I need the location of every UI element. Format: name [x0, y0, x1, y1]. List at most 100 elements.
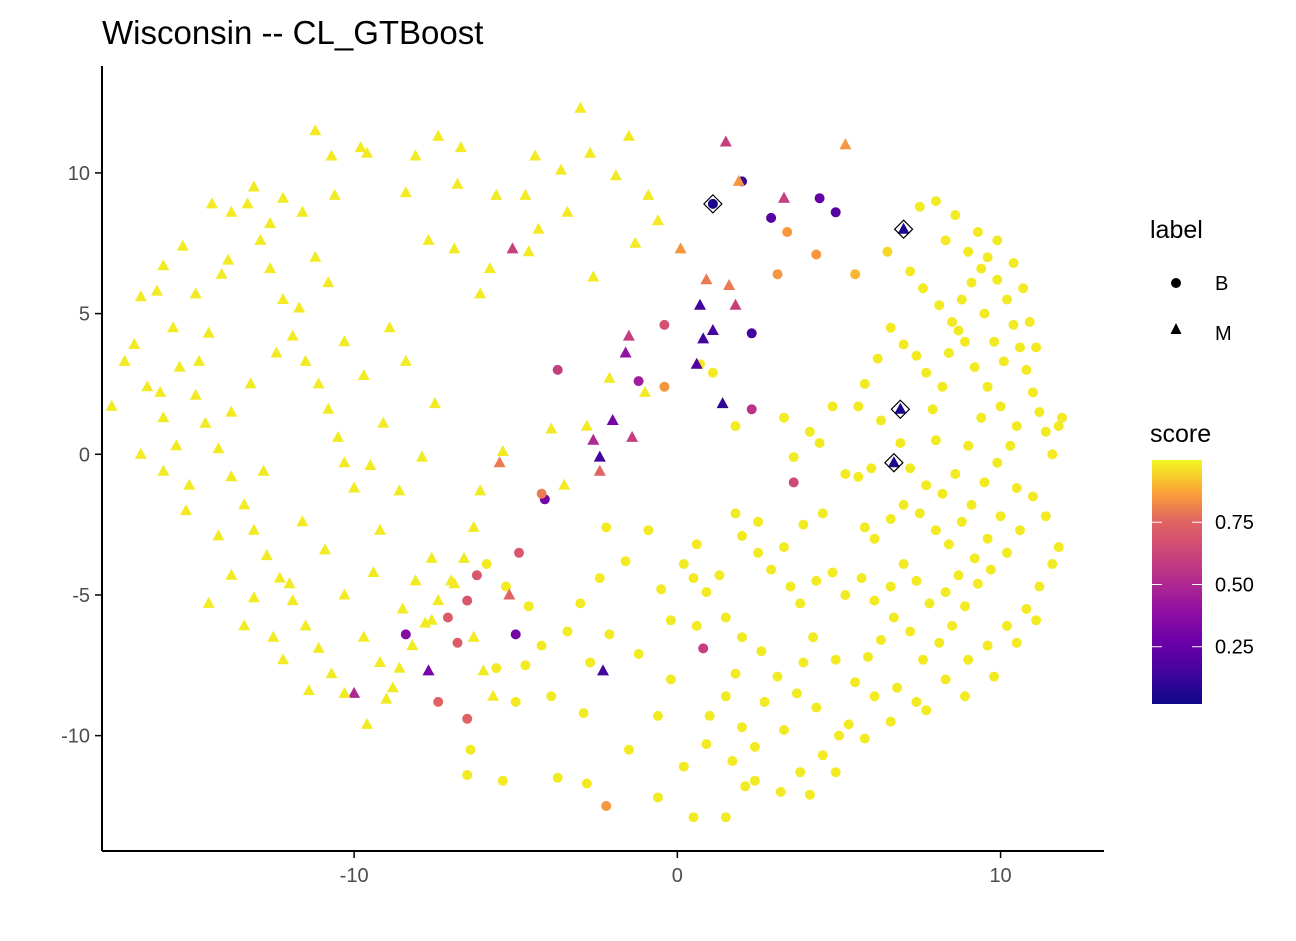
- legend-shape-title: label: [1150, 216, 1203, 244]
- point-benign: [956, 516, 967, 527]
- point-benign: [888, 612, 899, 623]
- point-benign: [972, 578, 983, 589]
- point-malignant: [212, 442, 225, 454]
- point-malignant: [425, 613, 438, 625]
- colorbar: [1152, 460, 1202, 704]
- point-malignant: [474, 484, 487, 496]
- point-benign: [1047, 559, 1058, 569]
- points-layer: [105, 101, 1067, 823]
- point-benign: [779, 412, 789, 423]
- point-malignant: [422, 233, 435, 245]
- point-benign: [930, 525, 941, 536]
- point-benign: [1057, 412, 1067, 423]
- colorbar-tick-label: 0.75: [1215, 512, 1254, 534]
- chart-title: Wisconsin -- CL_GTBoost: [102, 14, 483, 51]
- point-malignant: [587, 270, 600, 282]
- point-malignant: [606, 414, 619, 425]
- point-benign: [982, 533, 993, 544]
- point-benign: [510, 629, 521, 640]
- point-benign: [772, 269, 783, 280]
- point-malignant: [309, 124, 322, 136]
- point-benign: [536, 640, 547, 651]
- point-malignant: [264, 217, 277, 229]
- point-benign: [678, 761, 689, 772]
- point-malignant: [894, 402, 907, 414]
- point-malignant: [839, 138, 852, 150]
- point-malignant: [503, 588, 516, 600]
- point-benign: [1011, 421, 1022, 432]
- point-malignant: [309, 250, 322, 262]
- point-benign: [995, 511, 1006, 522]
- highlight-layer: [703, 194, 914, 473]
- point-malignant: [118, 354, 131, 366]
- point-malignant: [254, 233, 267, 245]
- point-malignant: [603, 371, 616, 383]
- point-malignant: [493, 456, 506, 468]
- point-benign: [562, 626, 573, 637]
- point-malignant: [374, 523, 386, 535]
- point-benign: [914, 201, 925, 212]
- point-benign: [1005, 440, 1016, 451]
- point-benign: [753, 516, 764, 527]
- point-malignant: [432, 129, 445, 141]
- point-benign: [1002, 620, 1012, 631]
- point-malignant: [522, 245, 535, 257]
- point-benign: [785, 581, 796, 592]
- point-benign: [814, 193, 825, 204]
- point-benign: [976, 412, 987, 423]
- legend-color: score 0.25 0.50 0.75: [1150, 420, 1254, 704]
- point-malignant: [367, 566, 380, 577]
- point-malignant: [532, 222, 545, 234]
- point-malignant: [157, 464, 170, 476]
- point-benign: [400, 629, 411, 640]
- point-benign: [497, 775, 508, 786]
- point-benign: [930, 196, 941, 207]
- point-benign: [520, 660, 531, 671]
- point-malignant: [642, 188, 655, 200]
- point-malignant: [199, 416, 212, 428]
- point-benign: [759, 696, 770, 707]
- point-malignant: [778, 191, 790, 203]
- point-benign: [798, 519, 809, 530]
- point-malignant: [322, 402, 335, 414]
- point-malignant: [299, 619, 312, 631]
- point-benign: [643, 525, 654, 536]
- point-benign: [869, 595, 880, 606]
- point-benign: [921, 367, 932, 378]
- point-malignant: [302, 684, 315, 696]
- point-malignant: [558, 478, 571, 490]
- point-benign: [943, 348, 954, 358]
- point-malignant: [260, 549, 273, 561]
- point-malignant: [399, 354, 412, 366]
- point-benign: [462, 713, 473, 724]
- point-malignant: [406, 639, 419, 651]
- point-malignant: [167, 321, 180, 333]
- point-benign: [701, 587, 712, 598]
- point-benign: [788, 452, 799, 463]
- point-benign: [859, 733, 870, 744]
- point-benign: [911, 696, 922, 707]
- point-benign: [940, 587, 951, 598]
- legend-color-title: score: [1150, 420, 1211, 448]
- highlight-diamond: [890, 399, 911, 420]
- point-benign: [898, 499, 909, 510]
- point-benign: [869, 691, 880, 702]
- point-benign: [623, 744, 634, 755]
- point-benign: [885, 716, 896, 727]
- point-malignant: [619, 346, 632, 358]
- point-benign: [481, 559, 492, 569]
- point-benign: [665, 674, 676, 685]
- point-benign: [707, 198, 718, 209]
- point-benign: [730, 668, 741, 679]
- point-benign: [791, 688, 802, 699]
- point-benign: [659, 381, 670, 392]
- point-benign: [727, 756, 738, 766]
- point-malignant: [134, 447, 147, 459]
- point-benign: [701, 739, 712, 750]
- point-malignant: [561, 205, 574, 217]
- point-malignant: [338, 456, 351, 468]
- point-benign: [911, 350, 922, 361]
- point-benign: [859, 378, 870, 389]
- x-tick-label: 10: [989, 865, 1011, 887]
- point-malignant: [393, 484, 406, 496]
